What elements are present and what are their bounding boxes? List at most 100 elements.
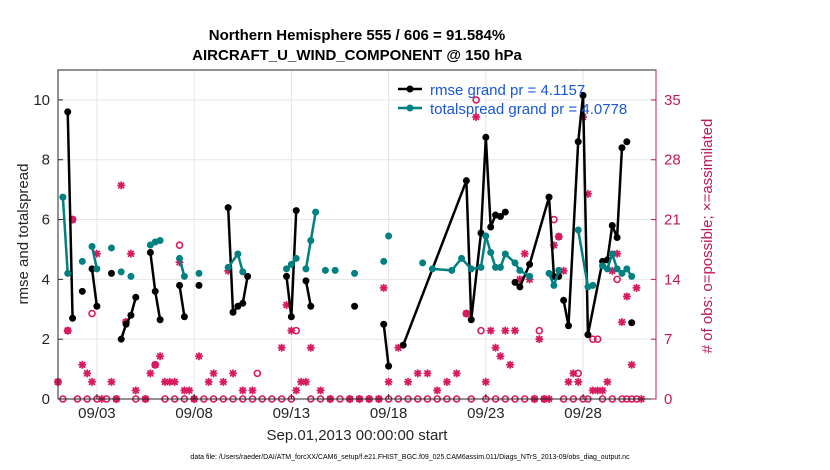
series-point-spread: [555, 266, 563, 274]
obs-assimilated-point: [170, 377, 179, 387]
obs-assimilated-point: [520, 249, 529, 258]
series-point-spread: [117, 268, 125, 276]
series-point-spread: [385, 232, 393, 240]
obs-assimilated-point: [306, 343, 315, 352]
obs-assimilated-point: [282, 300, 291, 310]
obs-possible-point: [588, 335, 597, 343]
series-point-spread: [574, 226, 582, 234]
series-point-spread: [321, 266, 329, 274]
series-point-rmse: [122, 320, 130, 328]
series-line-spread: [61, 197, 69, 274]
series-line-spread: [90, 246, 99, 270]
series-point-rmse: [69, 314, 77, 322]
tick-label-left: 2: [42, 331, 50, 348]
obs-possible-point: [535, 326, 544, 335]
obs-assimilated-point: [219, 377, 228, 387]
tick-label-left: 4: [42, 271, 50, 288]
series-point-rmse: [487, 223, 495, 231]
obs-assimilated-point: [481, 377, 490, 387]
series-point-rmse: [244, 272, 252, 280]
series-point-rmse: [380, 320, 388, 328]
tick-label-right: 7: [664, 331, 672, 348]
tick-label-x: 09/18: [370, 405, 408, 422]
series-point-rmse: [151, 287, 159, 295]
obs-assimilated-point: [131, 386, 140, 395]
obs-assimilated-point: [472, 112, 481, 122]
series-point-rmse: [584, 331, 592, 339]
legend-marker-spread: [406, 104, 414, 112]
legend-marker-rmse: [406, 85, 414, 93]
plot-area: [58, 70, 656, 399]
series-point-spread: [526, 272, 534, 280]
series-point-spread: [550, 281, 558, 289]
series-line-rmse: [154, 291, 162, 320]
obs-assimilated-point: [238, 386, 247, 395]
series-point-rmse: [462, 177, 470, 185]
series-point-rmse: [560, 296, 568, 304]
series-point-rmse: [117, 335, 125, 343]
series-point-rmse: [385, 362, 393, 370]
series-point-rmse: [618, 144, 626, 152]
series-point-rmse: [307, 302, 315, 310]
tick-label-left: 8: [42, 152, 50, 169]
obs-assimilated-point: [442, 377, 452, 387]
tick-label-right: 35: [664, 92, 681, 109]
series-line-rmse: [479, 137, 488, 234]
series-point-rmse: [88, 265, 96, 273]
series-point-spread: [428, 265, 436, 273]
obs-assimilated-point: [248, 386, 257, 395]
footer-data-file: data file: /Users/raeder/DAI/ATM_forcXX/…: [190, 454, 630, 461]
series-point-rmse: [78, 287, 86, 295]
series-point-spread: [234, 250, 242, 258]
series-point-spread: [516, 266, 524, 274]
obs-assimilated-point: [554, 232, 563, 241]
tick-label-x: 09/03: [78, 405, 116, 422]
series-point-rmse: [608, 222, 616, 230]
obs-assimilated-point: [185, 386, 194, 395]
series-line-rmse: [90, 268, 99, 307]
legend-label-rmse: rmse grand pr = 4.1157: [430, 82, 585, 99]
series-point-spread: [448, 266, 456, 274]
series-point-spread: [331, 266, 339, 274]
series-line-rmse: [518, 263, 531, 288]
obs-assimilated-point: [301, 377, 311, 387]
obs-possible-point: [175, 241, 184, 249]
series-point-rmse: [64, 108, 72, 116]
series-line-spread: [304, 240, 313, 270]
series-line-rmse: [567, 141, 580, 326]
obs-assimilated-point: [510, 326, 520, 335]
series-point-spread: [59, 193, 67, 201]
series-point-spread: [501, 250, 509, 258]
tick-label-right: 0: [664, 391, 672, 408]
series-point-spread: [419, 259, 427, 267]
obs-assimilated-point: [598, 386, 607, 395]
obs-possible-point: [472, 96, 480, 104]
series-point-rmse: [482, 133, 490, 141]
series-line-spread: [479, 235, 488, 268]
chart-title-line2: AIRCRAFT_U_WIND_COMPONENT @ 150 hPa: [192, 47, 522, 64]
obs-assimilated-point: [486, 326, 495, 335]
series-point-spread: [127, 272, 135, 280]
series-line-rmse: [586, 261, 604, 335]
series-line-rmse: [528, 196, 551, 265]
obs-assimilated-point: [78, 360, 87, 369]
series-line-rmse: [615, 147, 624, 238]
series-point-spread: [467, 265, 475, 273]
chart-title-line1: Northern Hemisphere 555 / 606 = 91.584%: [209, 27, 505, 44]
obs-assimilated-point: [92, 249, 101, 258]
series-point-rmse: [283, 272, 291, 280]
legend-label-spread: totalspread grand pr = 4.0778: [430, 101, 627, 118]
obs-possible-point: [253, 369, 262, 378]
series-point-rmse: [146, 248, 154, 256]
obs-assimilated-point: [413, 369, 422, 378]
series-point-rmse: [579, 91, 587, 99]
obs-assimilated-point: [433, 386, 442, 395]
series-point-rmse: [127, 311, 135, 319]
series-point-rmse: [292, 207, 300, 215]
tick-label-x: 09/13: [273, 405, 311, 422]
series-line-rmse: [226, 207, 235, 313]
obs-assimilated-point: [107, 377, 116, 387]
obs-assimilated-point: [564, 377, 573, 387]
series-line-spread: [309, 211, 317, 241]
